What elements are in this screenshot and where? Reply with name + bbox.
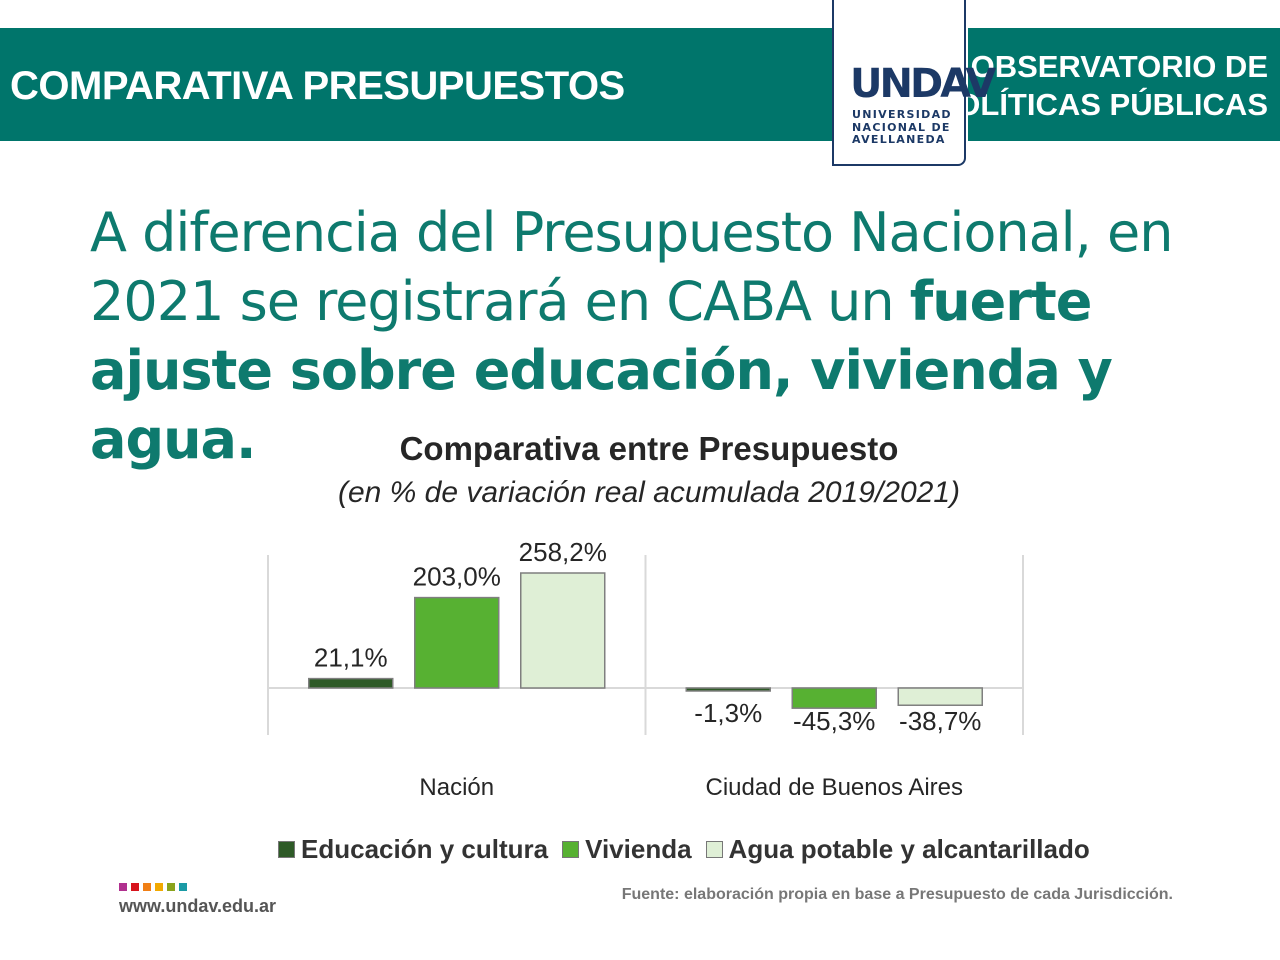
headline-regular: A diferencia del Presupuesto Nacional, e…: [90, 201, 1173, 333]
legend-item: Educación y cultura: [278, 834, 548, 865]
data-label: -45,3%: [793, 706, 875, 736]
undav-logo: UNDAV UNIVERSIDAD NACIONAL DE AVELLANEDA: [832, 0, 996, 166]
chart-title: Comparativa entre Presupuesto: [399, 430, 899, 467]
headline-bold: fuerte ajuste sobre educación, vivienda …: [90, 270, 1113, 471]
bar-0-1: [685, 687, 771, 692]
page-title: COMPARATIVA PRESUPUESTOS: [10, 64, 625, 108]
logo-line1: UNIVERSIDAD: [852, 108, 952, 121]
headline: A diferencia del Presupuesto Nacional, e…: [90, 198, 1240, 474]
brand-dot: [167, 883, 175, 891]
bar-0-0: [308, 677, 394, 689]
brand-dot: [131, 883, 139, 891]
data-label: -38,7%: [899, 706, 981, 736]
category-label: Ciudad de Buenos Aires: [705, 774, 963, 801]
bar-2-0: [520, 572, 606, 689]
observatory-line2: POLÍTICAS PÚBLICAS: [935, 87, 1268, 122]
data-label: 21,1%: [314, 643, 388, 673]
bar-1-0: [414, 596, 500, 689]
category-label: Nación: [419, 774, 494, 801]
legend-swatch: [705, 841, 723, 858]
legend-label: Vivienda: [585, 834, 692, 864]
brand-color-dots: [119, 883, 187, 891]
bar-2-1: [897, 687, 983, 706]
data-label: 203,0%: [413, 562, 501, 592]
logo-line2: NACIONAL DE: [852, 120, 951, 134]
source-note: Fuente: elaboración propia en base a Pre…: [621, 886, 1173, 903]
data-label: 258,2%: [519, 537, 607, 567]
logo-mark: UNDAV: [850, 61, 996, 107]
chart-legend: Educación y cultura Vivienda Agua potable …: [278, 834, 1090, 865]
brand-dot: [143, 883, 151, 891]
legend-label: Educación y cultura: [301, 834, 549, 864]
legend-item: Vivienda: [562, 834, 692, 865]
header-band-right: [968, 28, 1280, 141]
website-url: www.undav.edu.ar: [119, 896, 277, 916]
brand-dot: [155, 883, 163, 891]
chart-subtitle: (en % de variación real acumulada 2019/2…: [337, 476, 961, 509]
observatory-line1: OBSERVATORIO DE: [970, 49, 1268, 84]
brand-dot: [119, 883, 127, 891]
logo-line3: AVELLANEDA: [852, 133, 946, 146]
legend-swatch: [278, 841, 295, 858]
logo-text: UNIVERSIDAD NACIONAL DE AVELLANEDA: [852, 108, 952, 147]
observatory-title: OBSERVATORIO DE POLÍTICAS PÚBLICAS: [936, 48, 1268, 124]
brand-dot: [179, 883, 187, 891]
header-band: [0, 28, 832, 141]
legend-swatch: [562, 841, 580, 858]
legend-item: Agua potable y alcantarillado: [705, 834, 1090, 865]
data-label: -1,3%: [694, 698, 762, 728]
legend-label: Agua potable y alcantarillado: [728, 834, 1090, 864]
bar-1-1: [791, 687, 877, 709]
